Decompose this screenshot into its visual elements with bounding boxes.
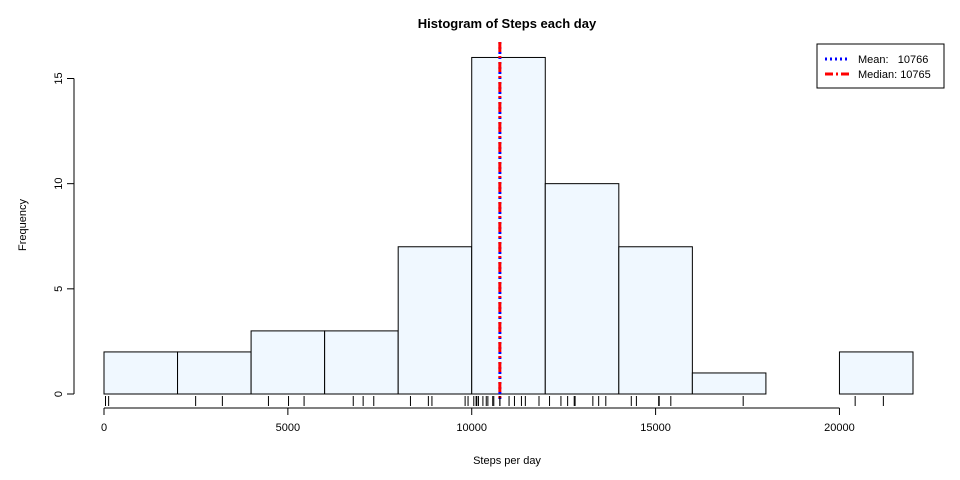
y-tick-label: 15 <box>53 72 65 84</box>
histogram-bar <box>324 330 399 395</box>
histogram-bar <box>103 351 179 395</box>
histogram-bar <box>177 351 252 395</box>
histogram-bar <box>471 56 546 395</box>
histogram-bar <box>397 246 473 395</box>
y-axis-label: Frequency <box>17 199 29 251</box>
y-tick-label: 5 <box>53 286 65 292</box>
y-tick-label: 10 <box>53 178 65 190</box>
histogram-bar <box>618 246 693 395</box>
legend-label: Median: 10765 <box>858 69 931 81</box>
x-tick-label: 15000 <box>640 422 671 434</box>
histogram-bars <box>103 56 914 395</box>
histogram-bar <box>250 330 326 395</box>
chart-title: Histogram of Steps each day <box>418 16 597 31</box>
x-tick-label: 20000 <box>824 422 855 434</box>
legend-box <box>816 43 945 89</box>
x-tick-label: 0 <box>101 422 107 434</box>
x-axis: 0 5000 10000 15000 20000 <box>101 407 855 434</box>
histogram-bar <box>838 351 914 395</box>
x-tick-label: 10000 <box>456 422 487 434</box>
x-tick-label: 5000 <box>276 422 300 434</box>
y-axis: 0 5 10 15 <box>53 72 75 397</box>
legend: Mean: 10766 Median: 10765 <box>816 43 945 89</box>
rug-marks <box>105 396 884 406</box>
histogram-bar <box>691 372 767 395</box>
y-tick-label: 0 <box>53 391 65 397</box>
histogram-bar <box>544 183 620 395</box>
x-axis-label: Steps per day <box>473 455 541 467</box>
legend-label: Mean: 10766 <box>858 54 928 66</box>
